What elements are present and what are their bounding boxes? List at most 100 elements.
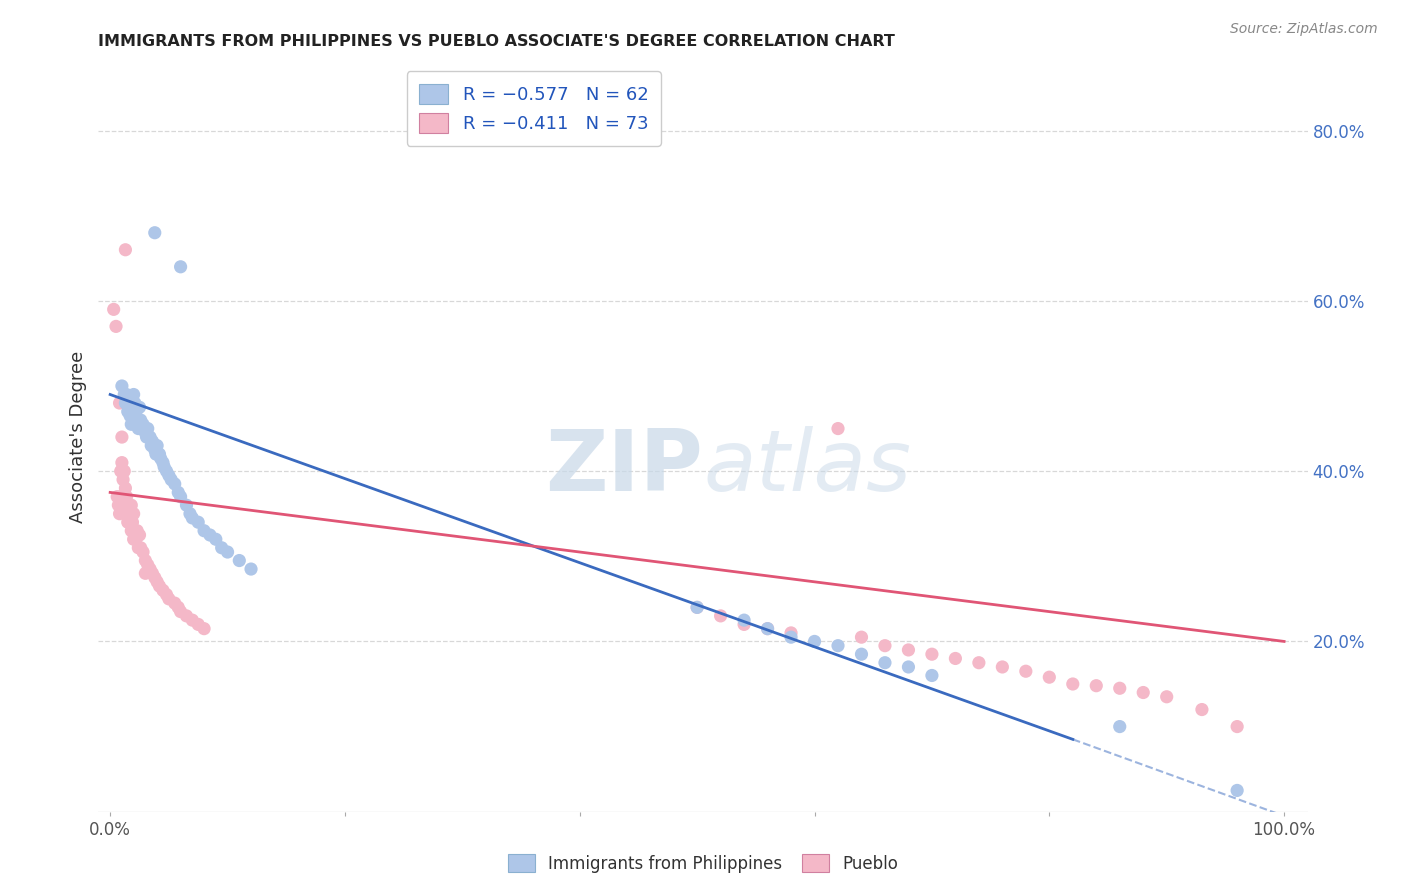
Point [121,515,143,529]
Point [115,387,138,401]
Point [114,243,136,257]
Point [167,485,190,500]
Point [148,447,170,461]
Point [1156,690,1178,704]
Point [120,401,142,415]
Point [163,476,186,491]
Point [921,668,943,682]
Point [134,425,156,440]
Point [132,417,155,432]
Point [733,613,755,627]
Point [122,533,145,547]
Point [181,511,204,525]
Point [967,656,990,670]
Point [198,528,221,542]
Point [103,302,125,317]
Point [125,533,148,547]
Point [873,656,896,670]
Point [111,456,134,470]
Point [756,622,779,636]
Point [118,507,141,521]
Point [143,226,166,240]
Point [1038,670,1060,684]
Point [141,434,163,449]
Point [211,541,233,555]
Point [686,600,709,615]
Point [851,647,873,661]
Point [127,421,149,435]
Point [803,634,825,648]
Point [169,260,191,274]
Point [141,439,163,453]
Point [152,583,174,598]
Point [117,404,139,418]
Point [124,396,146,410]
Point [121,413,143,427]
Text: ZIP: ZIP [546,425,703,508]
Point [204,533,226,547]
Point [132,545,155,559]
Point [122,507,145,521]
Point [136,558,159,572]
Point [105,319,128,334]
Point [851,630,873,644]
Point [152,456,174,470]
Point [110,464,132,478]
Point [163,596,186,610]
Point [1062,677,1084,691]
Point [111,379,134,393]
Point [120,498,142,512]
Point [120,524,142,538]
Point [149,451,172,466]
Point [120,409,142,423]
Point [240,562,263,576]
Point [145,447,167,461]
Text: Source: ZipAtlas.com: Source: ZipAtlas.com [1230,22,1378,37]
Point [143,442,166,457]
Point [827,421,849,435]
Point [112,490,135,504]
Point [135,430,157,444]
Point [187,617,209,632]
Point [112,464,135,478]
Point [897,643,920,657]
Point [136,421,159,435]
Point [945,651,967,665]
Point [873,639,896,653]
Point [115,490,138,504]
Point [117,498,139,512]
Point [733,617,755,632]
Legend: R = −0.577   N = 62, R = −0.411   N = 73: R = −0.577 N = 62, R = −0.411 N = 73 [406,71,661,145]
Point [193,622,215,636]
Point [157,591,180,606]
Point [112,473,135,487]
Point [128,401,150,415]
Point [157,468,180,483]
Point [127,413,149,427]
Y-axis label: Associate's Degree: Associate's Degree [69,351,87,524]
Point [991,660,1014,674]
Point [187,515,209,529]
Point [160,473,183,487]
Point [710,608,733,623]
Point [110,490,132,504]
Point [112,387,135,401]
Point [148,579,170,593]
Legend: Immigrants from Philippines, Pueblo: Immigrants from Philippines, Pueblo [502,847,904,880]
Point [122,387,145,401]
Point [193,524,215,538]
Point [780,630,803,644]
Text: atlas: atlas [703,425,911,508]
Point [108,396,131,410]
Point [217,545,239,559]
Text: IMMIGRANTS FROM PHILIPPINES VS PUEBLO ASSOCIATE'S DEGREE CORRELATION CHART: IMMIGRANTS FROM PHILIPPINES VS PUEBLO AS… [98,34,896,49]
Point [155,588,177,602]
Point [139,562,162,576]
Point [105,490,128,504]
Point [118,396,141,410]
Point [827,639,849,653]
Point [897,660,920,674]
Point [125,404,148,418]
Point [134,566,156,581]
Point [129,541,152,555]
